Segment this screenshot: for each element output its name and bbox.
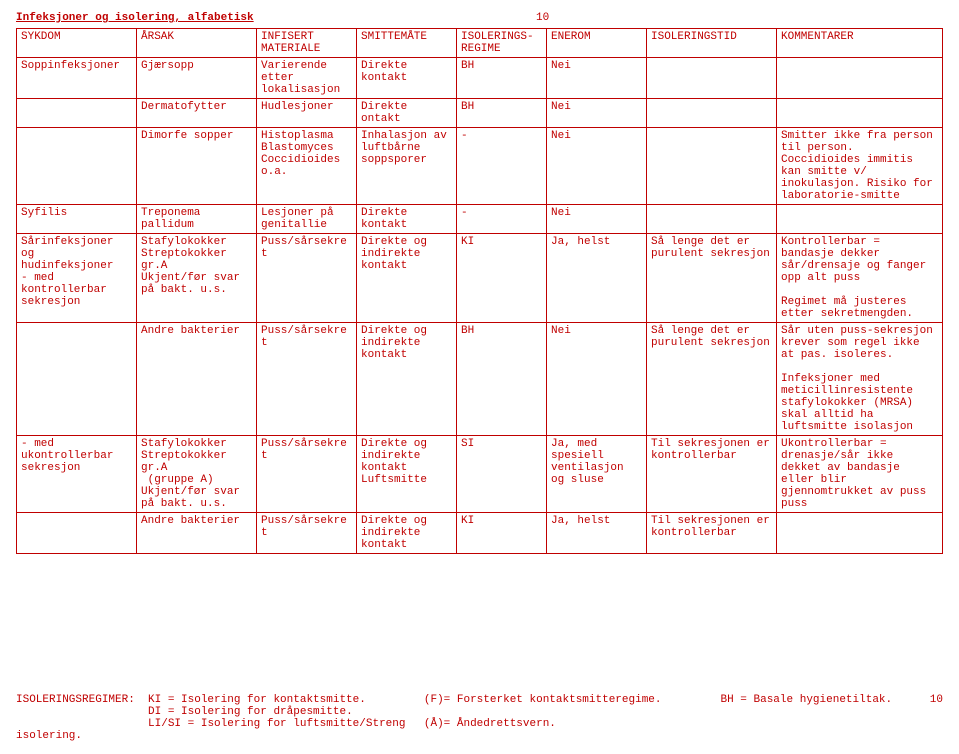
cell-arsak: Andre bakterier	[137, 323, 257, 436]
cell-smitte: Direkte og indirekte kontakt	[357, 234, 457, 323]
cell-komm: Smitter ikke fra person til person. Cocc…	[777, 128, 943, 205]
cell-infisert: Lesjoner på genitallie	[257, 205, 357, 234]
cell-sykdom	[17, 513, 137, 554]
col-tid: ISOLERINGSTID	[647, 29, 777, 58]
cell-tid: Til sekresjonen er kontrollerbar	[647, 436, 777, 513]
col-smitte: SMITTEMÅTE	[357, 29, 457, 58]
cell-sykdom: Sårinfeksjoner og hudinfeksjoner - med k…	[17, 234, 137, 323]
cell-tid	[647, 205, 777, 234]
cell-regime: BH	[457, 58, 547, 99]
cell-komm: Ukontrollerbar = drenasje/sår ikke dekke…	[777, 436, 943, 513]
cell-tid: Så lenge det er purulent sekresjon	[647, 234, 777, 323]
cell-smitte: Direkte kontakt	[357, 58, 457, 99]
cell-sykdom: Syfilis	[17, 205, 137, 234]
footer-left: ISOLERINGSREGIMER: KI = Isolering for ko…	[16, 694, 424, 742]
col-komm: KOMMENTARER	[777, 29, 943, 58]
cell-sykdom: - med ukontrollerbar sekresjon	[17, 436, 137, 513]
table-header-row: SYKDOM ÅRSAK INFISERT MATERIALE SMITTEMÅ…	[17, 29, 943, 58]
cell-arsak: Stafylokokker Streptokokker gr.A Ukjent/…	[137, 234, 257, 323]
cell-komm: Sår uten puss-sekresjon krever som regel…	[777, 323, 943, 436]
cell-tid: Så lenge det er purulent sekresjon	[647, 323, 777, 436]
cell-smitte: Direkte og indirekte kontakt	[357, 323, 457, 436]
col-arsak: ÅRSAK	[137, 29, 257, 58]
table-row: Dimorfe sopper Histoplasma Blastomyces C…	[17, 128, 943, 205]
cell-regime: KI	[457, 513, 547, 554]
cell-komm	[777, 513, 943, 554]
cell-infisert: Puss/sårsekret	[257, 513, 357, 554]
table-row: Syfilis Treponema pallidum Lesjoner på g…	[17, 205, 943, 234]
col-infisert: INFISERT MATERIALE	[257, 29, 357, 58]
cell-enerom: Nei	[547, 128, 647, 205]
col-enerom: ENEROM	[547, 29, 647, 58]
cell-infisert: Varierende etter lokalisasjon	[257, 58, 357, 99]
cell-komm	[777, 205, 943, 234]
cell-sykdom	[17, 99, 137, 128]
footer-mid: (F)= Forsterket kontaktsmitteregime. (Å)…	[424, 694, 721, 742]
cell-infisert: Puss/sårsekret	[257, 436, 357, 513]
cell-infisert: Hudlesjoner	[257, 99, 357, 128]
col-sykdom: SYKDOM	[17, 29, 137, 58]
table-row: Andre bakterier Puss/sårsekret Direkte o…	[17, 513, 943, 554]
cell-smitte: Direkte kontakt	[357, 205, 457, 234]
cell-enerom: Ja, helst	[547, 513, 647, 554]
cell-komm: Kontrollerbar = bandasje dekker sår/dren…	[777, 234, 943, 323]
cell-arsak: Dermatofytter	[137, 99, 257, 128]
cell-sykdom	[17, 128, 137, 205]
col-regime: ISOLERINGS-REGIME	[457, 29, 547, 58]
table-row: Soppinfeksjoner Gjærsopp Varierende ette…	[17, 58, 943, 99]
page-number-top: 10	[536, 12, 549, 24]
cell-regime: -	[457, 205, 547, 234]
page-number-bottom: 10	[930, 694, 943, 706]
isolation-table: SYKDOM ÅRSAK INFISERT MATERIALE SMITTEMÅ…	[16, 28, 943, 554]
cell-infisert: Puss/sårsekret	[257, 323, 357, 436]
cell-smitte: Direkte og indirekte kontakt	[357, 513, 457, 554]
cell-smitte: Inhalasjon av luftbårne soppsporer	[357, 128, 457, 205]
cell-smitte: Direkte og indirekte kontakt Luftsmitte	[357, 436, 457, 513]
cell-arsak: Gjærsopp	[137, 58, 257, 99]
cell-arsak: Andre bakterier	[137, 513, 257, 554]
cell-enerom: Ja, helst	[547, 234, 647, 323]
cell-regime: KI	[457, 234, 547, 323]
cell-enerom: Nei	[547, 205, 647, 234]
cell-enerom: Ja, med spesiell ventilasjon og sluse	[547, 436, 647, 513]
cell-arsak: Stafylokokker Streptokokker gr.A (gruppe…	[137, 436, 257, 513]
page-header: Infeksjoner og isolering, alfabetisk 10	[16, 12, 943, 24]
cell-sykdom	[17, 323, 137, 436]
table-row: Dermatofytter Hudlesjoner Direkte ontakt…	[17, 99, 943, 128]
cell-tid	[647, 58, 777, 99]
cell-arsak: Dimorfe sopper	[137, 128, 257, 205]
cell-sykdom: Soppinfeksjoner	[17, 58, 137, 99]
cell-tid	[647, 99, 777, 128]
cell-arsak: Treponema pallidum	[137, 205, 257, 234]
cell-regime: -	[457, 128, 547, 205]
cell-komm	[777, 58, 943, 99]
cell-regime: BH	[457, 323, 547, 436]
cell-enerom: Nei	[547, 323, 647, 436]
footer-right: BH = Basale hygienetiltak. 10	[721, 694, 944, 742]
cell-tid	[647, 128, 777, 205]
cell-infisert: Histoplasma Blastomyces Coccidioides o.a…	[257, 128, 357, 205]
table-row: Sårinfeksjoner og hudinfeksjoner - med k…	[17, 234, 943, 323]
cell-tid: Til sekresjonen er kontrollerbar	[647, 513, 777, 554]
cell-regime: BH	[457, 99, 547, 128]
footer-right-text: BH = Basale hygienetiltak.	[721, 694, 893, 706]
table-row: Andre bakterier Puss/sårsekret Direkte o…	[17, 323, 943, 436]
cell-infisert: Puss/sårsekret	[257, 234, 357, 323]
cell-regime: SI	[457, 436, 547, 513]
cell-smitte: Direkte ontakt	[357, 99, 457, 128]
cell-enerom: Nei	[547, 58, 647, 99]
cell-komm	[777, 99, 943, 128]
table-row: - med ukontrollerbar sekresjon Stafyloko…	[17, 436, 943, 513]
cell-enerom: Nei	[547, 99, 647, 128]
page-title: Infeksjoner og isolering, alfabetisk	[16, 12, 536, 24]
page-footer: ISOLERINGSREGIMER: KI = Isolering for ko…	[16, 694, 943, 742]
